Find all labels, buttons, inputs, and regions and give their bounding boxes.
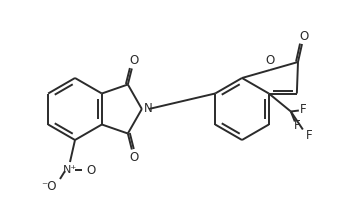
Text: O: O (86, 164, 95, 177)
Text: F: F (299, 103, 306, 116)
Text: O: O (299, 29, 309, 42)
Text: F: F (306, 129, 312, 142)
Text: N⁺: N⁺ (63, 165, 77, 175)
Text: F: F (294, 119, 300, 132)
Text: ⁻O: ⁻O (41, 179, 57, 192)
Text: O: O (265, 55, 275, 67)
Text: O: O (129, 151, 138, 164)
Text: N: N (143, 103, 152, 116)
Text: O: O (129, 54, 138, 67)
